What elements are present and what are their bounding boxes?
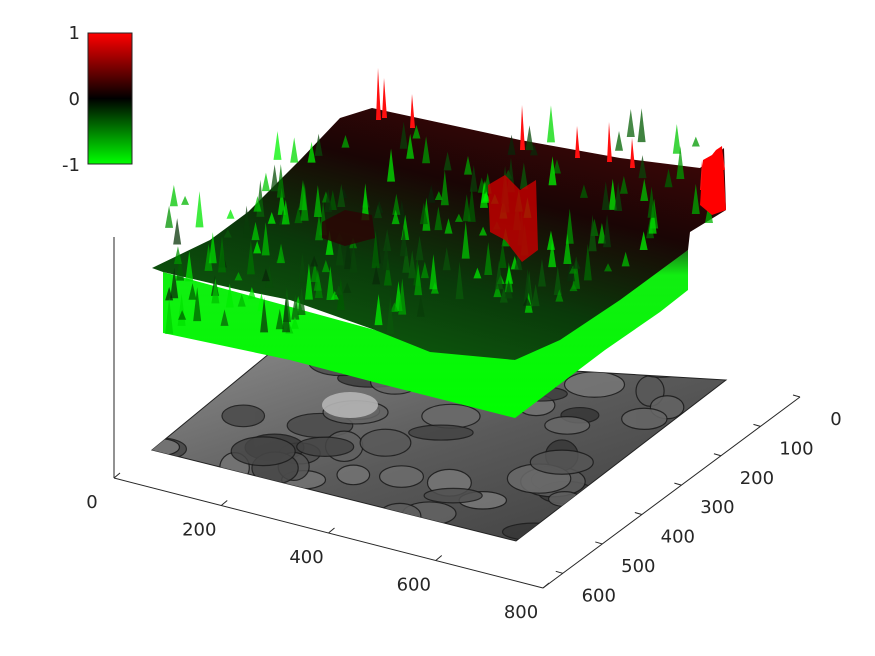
x-tick-label: 200 bbox=[182, 520, 216, 541]
x-tick-mark bbox=[328, 527, 335, 534]
dark-region bbox=[322, 210, 375, 246]
y-tick-label: 300 bbox=[700, 497, 734, 518]
y-tick-mark bbox=[634, 512, 642, 516]
x-axis-ticks: 0 200 400 600 800 bbox=[86, 472, 550, 623]
y-tick-mark bbox=[713, 453, 722, 457]
surface bbox=[152, 68, 726, 418]
y-tick-label: 400 bbox=[661, 527, 695, 548]
surface-front-wall bbox=[163, 250, 688, 418]
y-tick-label: 0 bbox=[830, 409, 841, 430]
y-tick-label: 600 bbox=[582, 585, 616, 606]
y-tick-mark bbox=[674, 482, 682, 486]
colorbar-gradient bbox=[87, 32, 133, 165]
x-tick-label: 400 bbox=[289, 547, 323, 568]
colorbar-tick-label: 1 bbox=[69, 23, 80, 44]
x-tick-mark bbox=[542, 582, 550, 589]
colorbar-tick-label: 0 bbox=[69, 89, 80, 110]
x-tick-mark bbox=[220, 500, 228, 506]
colorbar-tick-label: -1 bbox=[62, 155, 80, 176]
y-tick-label: 100 bbox=[779, 438, 813, 459]
x-tick-label: 600 bbox=[397, 575, 431, 596]
y-tick-mark bbox=[595, 541, 603, 545]
x-tick-mark bbox=[113, 472, 121, 479]
x-tick-label: 0 bbox=[86, 492, 97, 513]
y-axis-line bbox=[542, 396, 801, 589]
y-tick-label: 200 bbox=[740, 468, 774, 489]
y-tick-label: 500 bbox=[621, 556, 655, 577]
y-tick-mark bbox=[753, 423, 761, 427]
y-tick-mark bbox=[555, 570, 563, 574]
colorbar: 1 0 -1 bbox=[62, 23, 133, 176]
x-tick-label: 800 bbox=[504, 602, 538, 623]
y-tick-mark bbox=[792, 394, 801, 398]
red-region bbox=[488, 175, 538, 262]
x-tick-mark bbox=[435, 555, 443, 561]
